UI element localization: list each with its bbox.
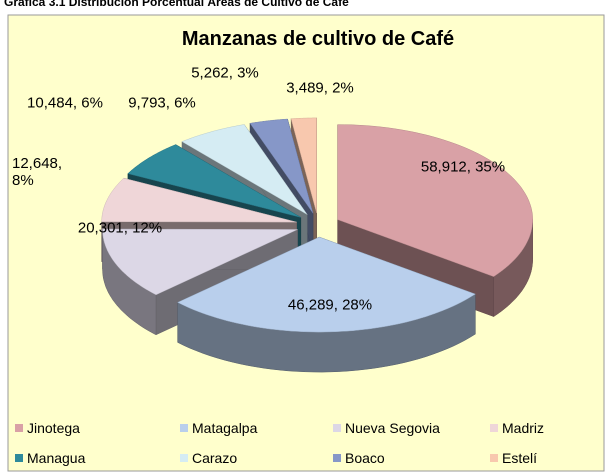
- slice: [177, 236, 476, 333]
- data-label: 46,289, 28%: [287, 296, 373, 314]
- legend-label: Estelí: [502, 450, 537, 466]
- data-label: 5,262, 3%: [191, 64, 259, 82]
- legend-swatch: [490, 424, 498, 432]
- legend-label: Matagalpa: [192, 420, 258, 436]
- legend-swatch: [490, 454, 498, 462]
- legend-label: Madriz: [502, 420, 544, 436]
- legend-swatch: [15, 454, 23, 462]
- data-label: 10,484, 6%: [27, 94, 103, 112]
- legend-label: Nueva Segovia: [345, 420, 440, 436]
- legend-label: Jinotega: [27, 420, 80, 436]
- legend-label: Boaco: [345, 450, 385, 466]
- slice: [337, 124, 533, 277]
- data-label: 58,912, 35%: [420, 158, 506, 176]
- legend-swatch: [333, 454, 341, 462]
- slice: [290, 117, 317, 213]
- legend-swatch: [333, 424, 341, 432]
- legend-label: Managua: [27, 450, 86, 466]
- header: Grafica 3.1 Distribución Porcentual Área…: [4, 0, 349, 9]
- slice: [181, 124, 308, 215]
- slice: [101, 177, 297, 223]
- legend-label: Carazo: [192, 450, 237, 466]
- data-label: 9,793, 6%: [128, 94, 196, 112]
- slice: [249, 118, 314, 214]
- legend-swatch: [180, 424, 188, 432]
- data-label: 12,648, 8%: [12, 155, 63, 189]
- slice: [127, 144, 301, 218]
- data-label: 20,301, 12%: [77, 219, 163, 237]
- slice: [102, 228, 298, 296]
- legend-swatch: [180, 454, 188, 462]
- chart-title: Manzanas de cultivo de Café: [182, 28, 454, 50]
- legend-swatch: [15, 424, 23, 432]
- data-label: 3,489, 2%: [286, 79, 354, 97]
